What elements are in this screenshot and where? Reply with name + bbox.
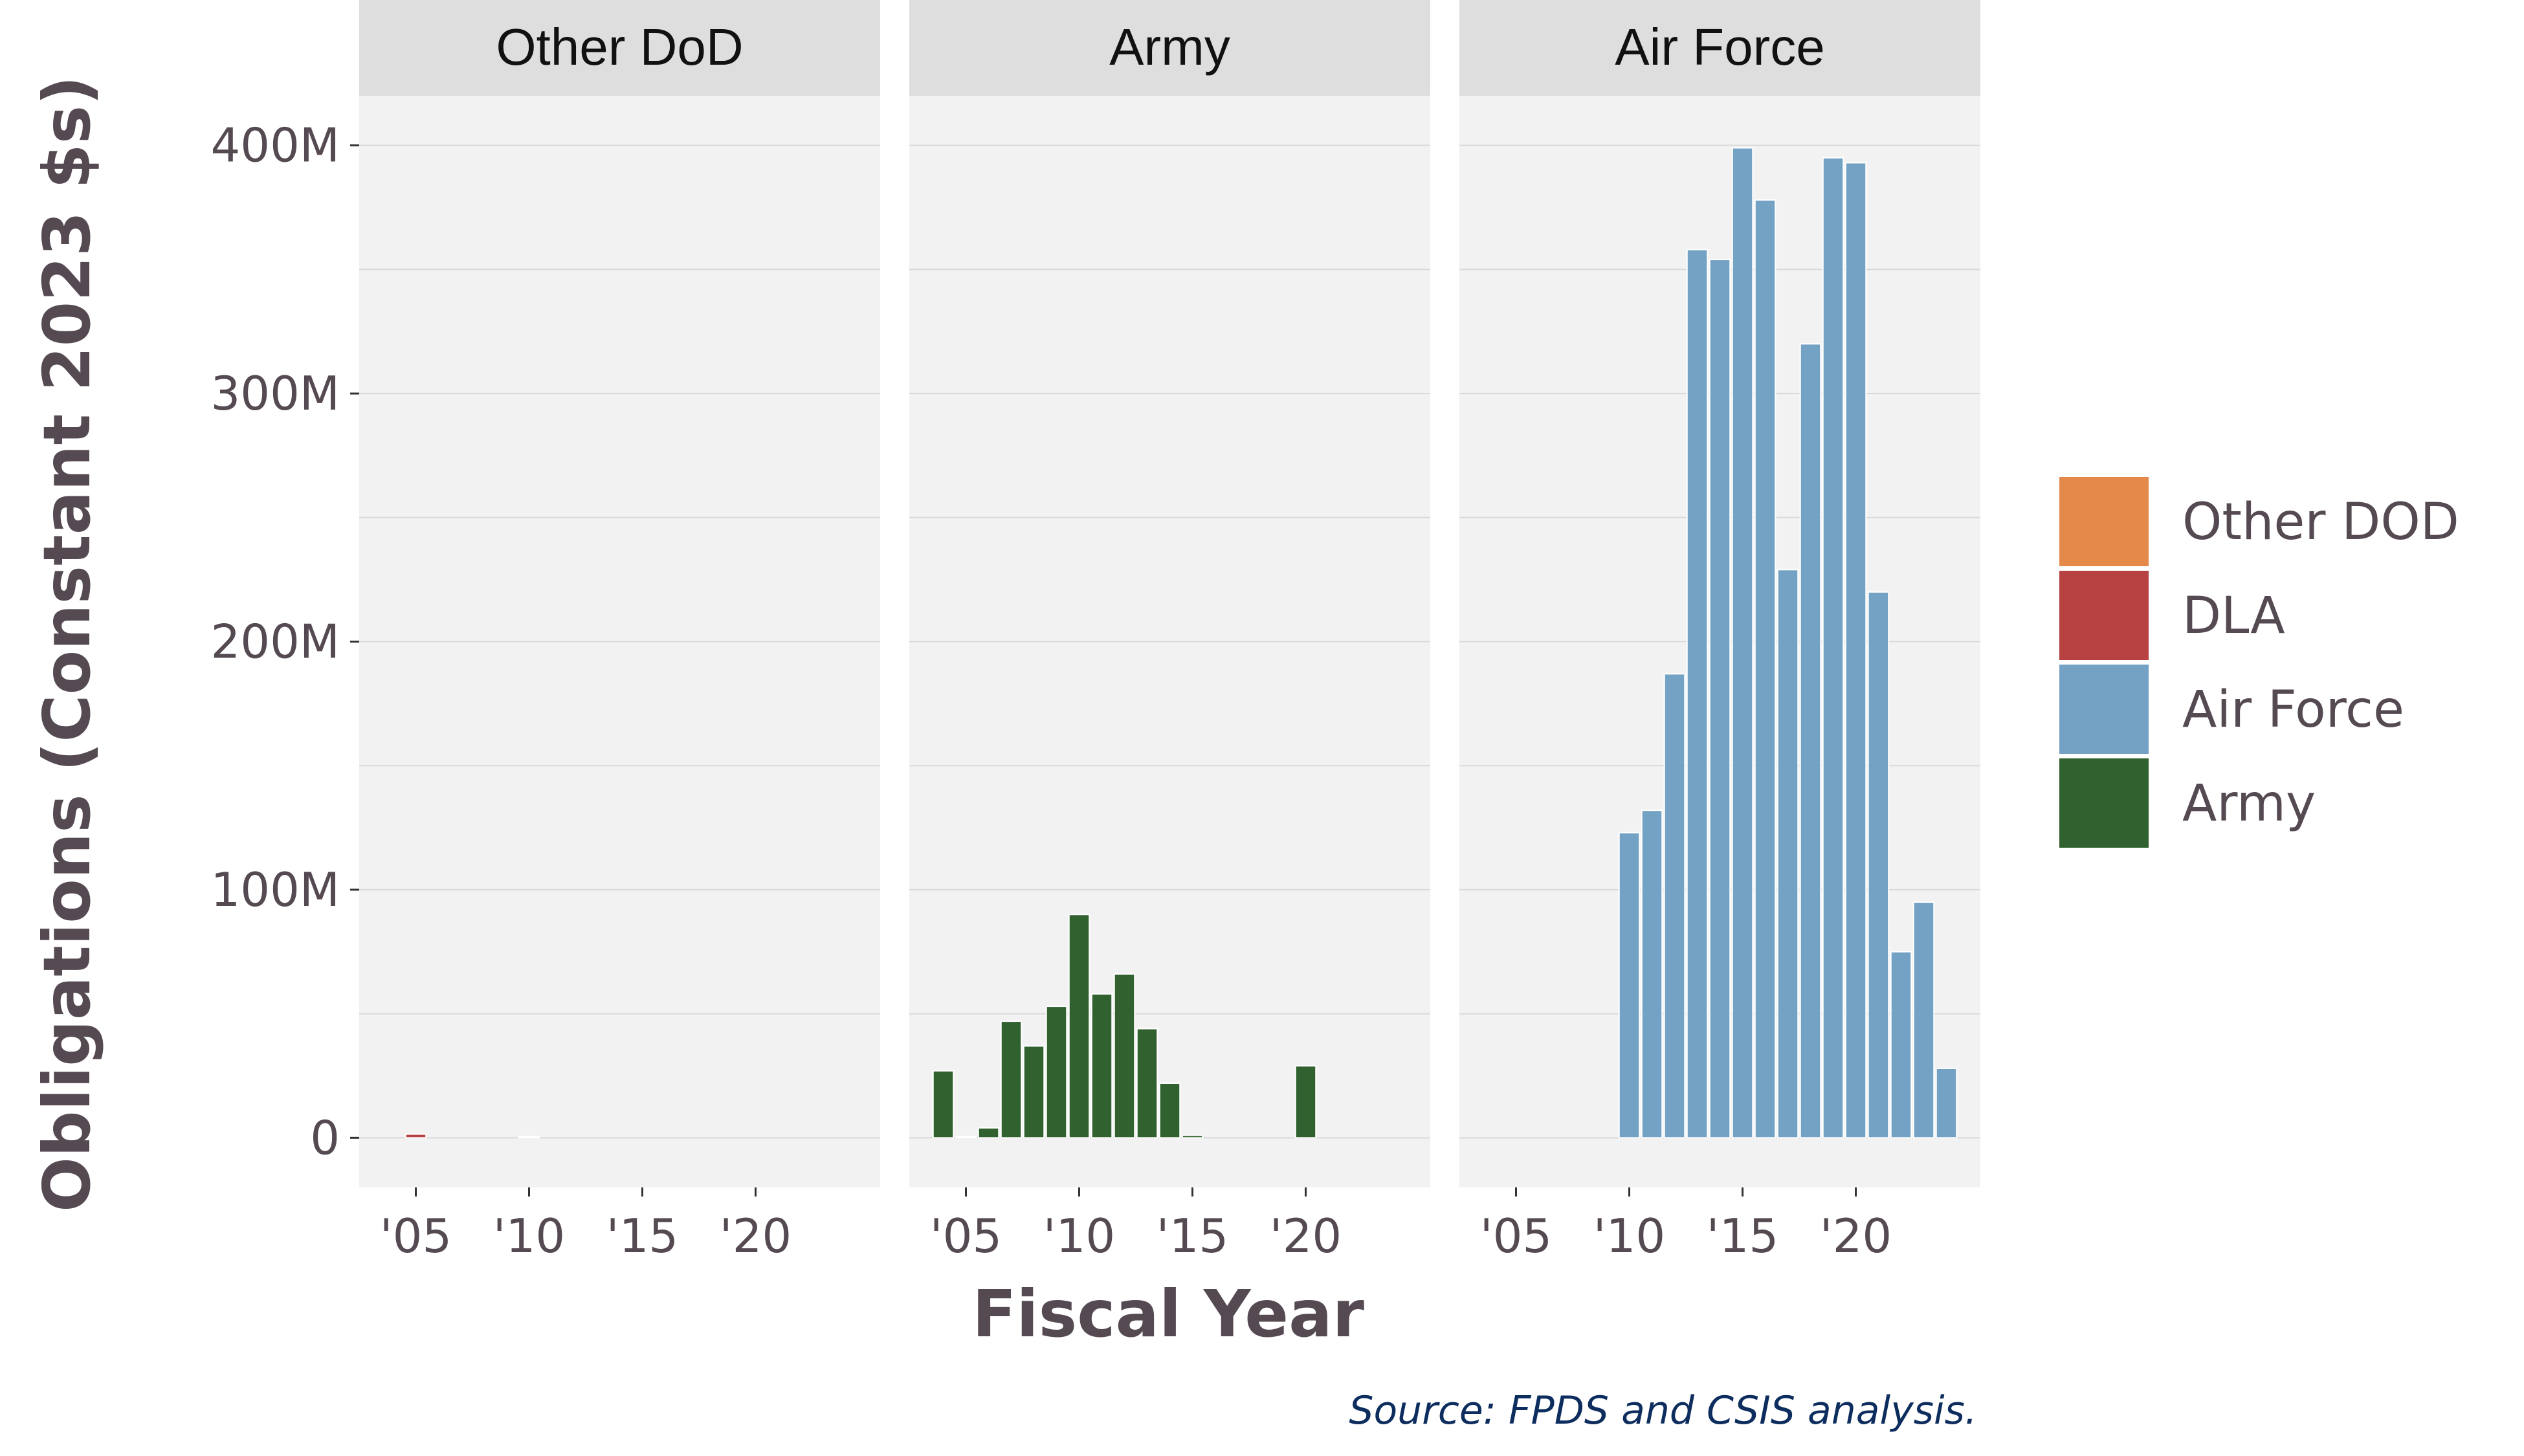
panel-1: Other DoD bbox=[359, 0, 880, 1187]
caption: Source: FPDS and CSIS analysis. bbox=[1349, 1388, 1977, 1433]
bar bbox=[1045, 1006, 1068, 1139]
bar bbox=[932, 1070, 955, 1139]
bar bbox=[1641, 810, 1663, 1139]
panel-strip bbox=[359, 0, 880, 96]
legend-key bbox=[2057, 756, 2151, 850]
x-tick-label: '10 bbox=[1043, 1209, 1115, 1263]
legend-label: Other DOD bbox=[2182, 493, 2459, 551]
legend-key bbox=[2057, 474, 2151, 569]
x-tick-label: '05 bbox=[380, 1209, 452, 1263]
bar bbox=[1618, 832, 1641, 1139]
panel-strip bbox=[1459, 0, 1980, 96]
bar bbox=[1777, 569, 1799, 1139]
x-tick-label: '05 bbox=[930, 1209, 1002, 1263]
bar bbox=[1113, 973, 1136, 1139]
bar bbox=[1867, 591, 1890, 1139]
bar bbox=[1731, 147, 1754, 1139]
bar bbox=[404, 1133, 427, 1139]
x-axis-title: Fiscal Year bbox=[972, 1276, 1364, 1352]
x-tick-label: '10 bbox=[493, 1209, 565, 1263]
y-axis-title: Obligations (Constant 2023 $s) bbox=[29, 76, 105, 1212]
x-axes: '05 '10 '15 '20 '05 '10 '15 '20 '05 '10 '15 '20 bbox=[380, 1187, 1892, 1263]
bar bbox=[1799, 343, 1822, 1139]
x-tick-label: '15 bbox=[606, 1209, 678, 1263]
bar bbox=[1754, 199, 1777, 1139]
bar bbox=[1090, 993, 1113, 1139]
panel-2: Army bbox=[909, 0, 1430, 1187]
legend: Other DOD DLA Air Force Army bbox=[2057, 474, 2459, 850]
legend-key bbox=[2057, 568, 2151, 663]
y-tick-label: 200M bbox=[210, 615, 340, 669]
bar bbox=[1844, 162, 1867, 1139]
bar bbox=[1181, 1134, 1204, 1139]
bar bbox=[977, 1127, 1000, 1139]
legend-label: DLA bbox=[2182, 587, 2285, 645]
bar bbox=[1935, 1067, 1958, 1139]
bar bbox=[1890, 951, 1912, 1139]
bar bbox=[1294, 1065, 1317, 1139]
bar bbox=[955, 1136, 977, 1139]
legend-label: Air Force bbox=[2182, 681, 2404, 739]
y-tick-label: 400M bbox=[210, 118, 340, 173]
x-tick-label: '15 bbox=[1707, 1209, 1778, 1263]
x-tick-label: '20 bbox=[1270, 1209, 1342, 1263]
bar bbox=[1068, 914, 1090, 1139]
legend-label: Army bbox=[2182, 775, 2316, 833]
panel-title: Air Force bbox=[1615, 18, 1825, 76]
bar bbox=[1822, 157, 1844, 1139]
panels: Other DoD Army Air Force bbox=[359, 0, 1980, 1187]
y-axis: 0 100M 200M 300M 400M bbox=[210, 118, 359, 1165]
y-tick-label: 0 bbox=[310, 1110, 340, 1165]
y-tick-label: 300M bbox=[210, 366, 340, 421]
x-tick-label: '20 bbox=[720, 1209, 792, 1263]
bar bbox=[1136, 1028, 1158, 1139]
legend-key bbox=[2057, 662, 2151, 756]
x-tick-label: '10 bbox=[1593, 1209, 1665, 1263]
panel-title: Other DoD bbox=[496, 18, 743, 76]
panel-3: Air Force bbox=[1459, 0, 1980, 1187]
x-tick-label: '15 bbox=[1157, 1209, 1228, 1263]
bar bbox=[1000, 1020, 1023, 1139]
bar bbox=[518, 1136, 540, 1139]
bar bbox=[1023, 1045, 1045, 1139]
panel-strip bbox=[909, 0, 1430, 96]
bar bbox=[1912, 901, 1935, 1139]
bar bbox=[1709, 259, 1731, 1139]
bar bbox=[1158, 1082, 1181, 1139]
x-tick-label: '20 bbox=[1820, 1209, 1892, 1263]
bar bbox=[1663, 673, 1686, 1139]
y-tick-label: 100M bbox=[210, 863, 340, 917]
bar bbox=[1686, 248, 1709, 1139]
x-tick-label: '05 bbox=[1480, 1209, 1552, 1263]
panel-title: Army bbox=[1109, 18, 1230, 76]
